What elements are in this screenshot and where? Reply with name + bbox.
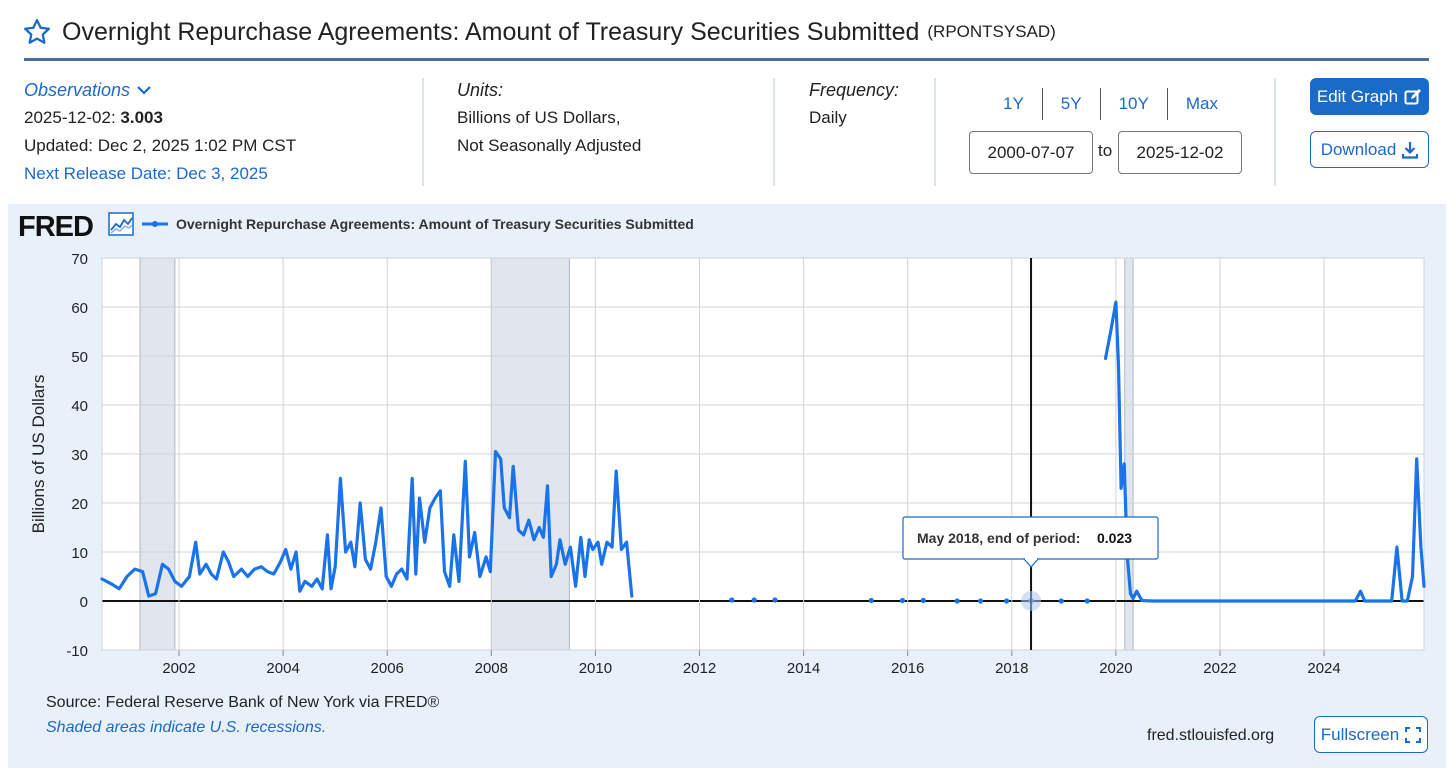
edit-graph-button[interactable]: Edit Graph (1310, 78, 1429, 115)
fullscreen-button[interactable]: Fullscreen (1314, 716, 1428, 753)
data-point[interactable] (751, 597, 757, 603)
tooltip-value: 0.023 (1097, 530, 1132, 546)
chevron-down-icon (137, 86, 151, 95)
y-tick-label: 50 (71, 349, 88, 366)
tooltip-pointer-mask (1025, 557, 1038, 560)
frequency-label: Frequency: (809, 80, 900, 100)
x-tick-label: 2022 (1203, 660, 1236, 677)
y-axis-label: Billions of US Dollars (29, 375, 48, 534)
tooltip-label: May 2018, end of period: (917, 530, 1080, 546)
frequency-panel: Frequency: Daily (809, 76, 899, 132)
y-tick-label: 70 (71, 251, 88, 268)
x-tick-label: 2010 (579, 660, 612, 677)
divider (934, 78, 936, 186)
observations-label: Observations (24, 80, 131, 100)
data-point[interactable] (954, 598, 960, 604)
edit-icon (1404, 88, 1422, 104)
recession-note: Shaded areas indicate U.S. recessions. (46, 719, 327, 736)
end-date-input[interactable]: 2025-12-02 (1118, 131, 1242, 174)
fullscreen-icon (1405, 726, 1422, 743)
source-text: Source: Federal Reserve Bank of New York… (46, 694, 440, 711)
divider (773, 78, 775, 186)
site-url: fred.stlouisfed.org (1147, 727, 1275, 744)
units-panel: Units: Billions of US Dollars, Not Seaso… (457, 76, 641, 160)
range-1y-button[interactable]: 1Y (1003, 94, 1024, 113)
observations-dropdown[interactable]: Observations (24, 76, 296, 104)
data-point[interactable] (1058, 598, 1064, 604)
next-release-link[interactable]: Next Release Date: Dec 3, 2025 (24, 164, 268, 183)
chart-legend: Overnight Repurchase Agreements: Amount … (108, 212, 694, 236)
y-tick-label: -10 (66, 643, 88, 660)
data-point[interactable] (868, 597, 874, 604)
x-tick-label: 2020 (1099, 660, 1132, 677)
x-tick-label: 2014 (787, 660, 820, 677)
x-tick-label: 2004 (266, 660, 299, 677)
hover-marker (1021, 590, 1042, 611)
fred-logo: FRED (18, 211, 94, 243)
divider (1041, 88, 1043, 120)
legend-swatch (142, 221, 168, 227)
y-tick-label: 0 (80, 594, 88, 611)
fullscreen-label: Fullscreen (1320, 724, 1400, 744)
star-icon[interactable] (22, 17, 52, 47)
data-point[interactable] (1084, 598, 1090, 604)
download-button[interactable]: Download (1310, 131, 1429, 168)
y-tick-label: 20 (71, 496, 88, 513)
y-tick-label: 30 (71, 447, 88, 464)
units-label: Units: (457, 80, 504, 100)
y-tick-label: 60 (71, 300, 88, 317)
latest-observation: 2025-12-02: 3.003 (24, 104, 296, 132)
range-max-button[interactable]: Max (1185, 94, 1218, 113)
page-title: Overnight Repurchase Agreements: Amount … (62, 17, 920, 46)
x-tick-label: 2024 (1307, 660, 1340, 677)
series-line[interactable] (1103, 300, 1426, 603)
frequency-value: Daily (809, 108, 847, 127)
updated-text: Updated: Dec 2, 2025 1:02 PM CST (24, 136, 297, 155)
download-label: Download (1320, 139, 1397, 159)
fred-chart-icon (108, 212, 134, 236)
plot-border (101, 257, 1425, 651)
range-5y-button[interactable]: 5Y (1060, 94, 1082, 113)
x-tick-label: 2016 (891, 660, 924, 677)
y-tick-label: 40 (71, 398, 88, 415)
x-tick-label: 2006 (371, 660, 404, 677)
y-tick-label: 10 (71, 545, 88, 562)
x-tick-label: 2002 (162, 660, 195, 677)
units-line2: Not Seasonally Adjusted (457, 136, 642, 155)
divider (1274, 78, 1276, 186)
units-line1: Billions of US Dollars, (457, 108, 621, 127)
legend-label: Overnight Repurchase Agreements: Amount … (176, 216, 694, 232)
divider (422, 78, 424, 186)
range-selector: 1Y 5Y 10Y Max (985, 88, 1236, 120)
data-point[interactable] (920, 597, 926, 604)
title-bar: Overnight Repurchase Agreements: Amount … (22, 14, 1056, 50)
series-line[interactable] (100, 450, 634, 598)
data-point[interactable] (977, 598, 984, 604)
divider (1099, 88, 1101, 120)
range-10y-button[interactable]: 10Y (1118, 94, 1149, 113)
divider (1166, 88, 1168, 120)
observations-panel: Observations 2025-12-02: 3.003 Updated: … (24, 76, 296, 188)
x-tick-label: 2018 (995, 660, 1028, 677)
date-range-to-label: to (1098, 141, 1113, 160)
x-tick-label: 2012 (683, 660, 716, 677)
latest-observation-date: 2025-12-02: (24, 108, 116, 127)
download-icon (1402, 141, 1419, 159)
data-point[interactable] (729, 597, 735, 603)
edit-graph-label: Edit Graph (1316, 86, 1399, 106)
start-date-input[interactable]: 2000-07-07 (969, 131, 1093, 174)
title-divider (24, 58, 1429, 61)
series-id: (RPONTSYSAD) (927, 22, 1056, 41)
data-point[interactable] (1003, 598, 1010, 604)
data-point[interactable] (899, 597, 906, 604)
latest-observation-value: 3.003 (120, 108, 163, 127)
x-tick-label: 2008 (475, 660, 508, 677)
data-point[interactable] (772, 597, 778, 603)
